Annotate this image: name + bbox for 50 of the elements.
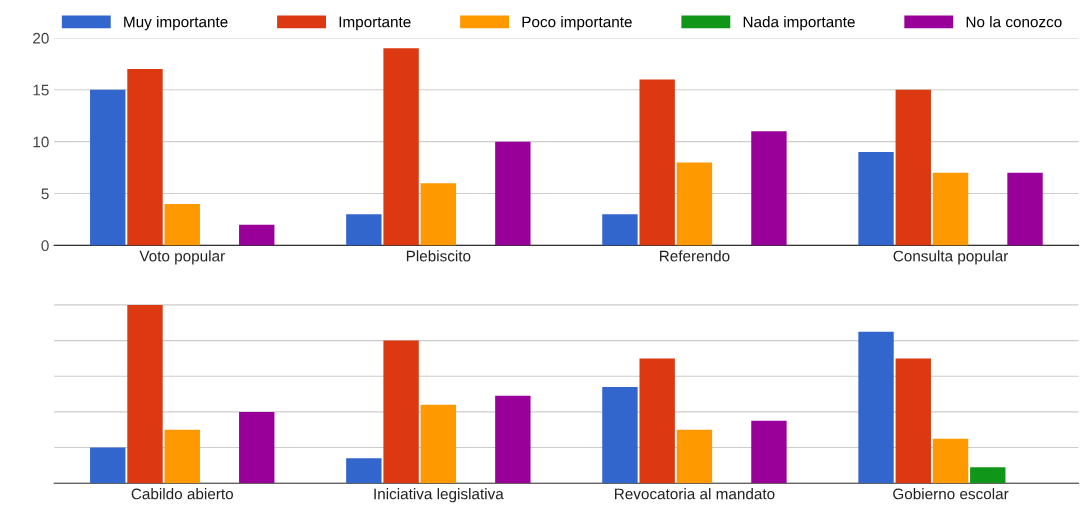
- x-tick-label: Cabildo abierto: [131, 488, 233, 500]
- x-tick-label: Voto popular: [139, 250, 225, 265]
- bar: [751, 131, 787, 246]
- bar: [383, 340, 419, 484]
- legend-label: Importante: [339, 16, 411, 31]
- bar: [127, 69, 163, 246]
- bar: [858, 331, 894, 484]
- legend-label: Muy importante: [124, 16, 228, 31]
- bar: [639, 358, 675, 484]
- bar: [90, 89, 126, 246]
- x-tick-label: Plebiscito: [406, 250, 471, 262]
- bar: [602, 386, 638, 484]
- bar: [239, 411, 275, 484]
- legend-label: Poco importante: [522, 16, 632, 31]
- x-tick-label: Iniciativa legislativa: [374, 488, 504, 503]
- y-tick-label: 15: [33, 84, 49, 96]
- x-tick-label: Gobierno escolar: [893, 488, 1009, 500]
- bar: [895, 89, 931, 246]
- bar: [751, 420, 787, 484]
- bar: [383, 48, 419, 246]
- legend-label: Nada importante: [743, 16, 855, 31]
- bar: [639, 79, 675, 246]
- bar: [164, 429, 200, 484]
- bar: [932, 172, 969, 246]
- x-tick-label: Consulta popular: [893, 250, 1009, 265]
- bar: [1007, 172, 1043, 246]
- bar: [676, 162, 713, 246]
- legend-label: No la conozco: [966, 16, 1062, 28]
- bar: [970, 467, 1006, 484]
- bar: [895, 358, 931, 484]
- bar: [127, 304, 163, 484]
- bar: [932, 438, 969, 484]
- x-tick-label: Revocatoria al mandato: [615, 488, 775, 500]
- bar: [858, 152, 894, 246]
- bar: [495, 141, 531, 246]
- bar: [495, 395, 531, 484]
- y-tick-label: 20: [33, 32, 49, 44]
- y-tick-label: 5: [41, 188, 49, 200]
- bar: [239, 224, 275, 246]
- y-tick-label: 0: [41, 240, 49, 252]
- bar: [420, 183, 457, 246]
- bar: [346, 458, 382, 484]
- bar: [420, 404, 457, 484]
- bar: [164, 203, 200, 246]
- bar: [676, 429, 713, 484]
- y-tick-label: 10: [33, 136, 49, 148]
- x-tick-label: Referendo: [660, 250, 730, 262]
- bar: [602, 214, 638, 246]
- bar: [346, 214, 382, 246]
- bar: [90, 447, 126, 484]
